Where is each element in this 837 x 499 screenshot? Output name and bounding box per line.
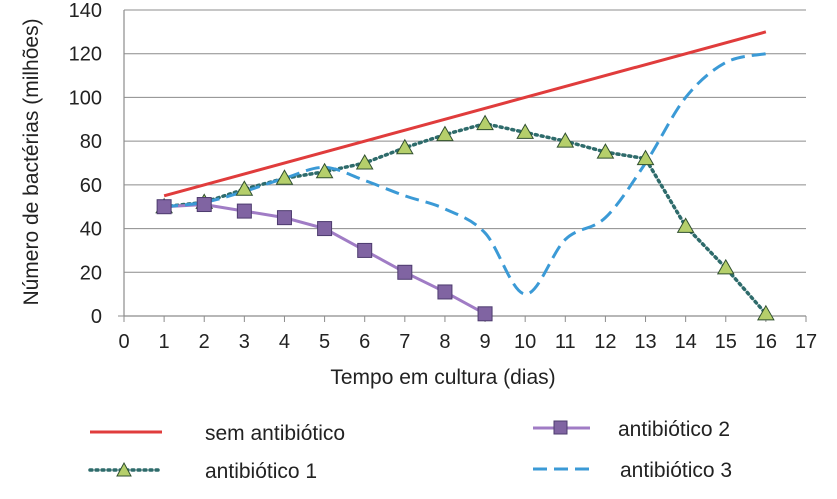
legend-item-antibiotico-1: antibiótico 1 bbox=[88, 460, 317, 483]
data-point-antibiotico-1 bbox=[596, 143, 615, 159]
data-point-antibiotico-2 bbox=[317, 221, 333, 237]
x-tick-label: 16 bbox=[755, 331, 777, 353]
series-line-antibiotico-2 bbox=[164, 203, 486, 316]
gridlines bbox=[124, 9, 806, 273]
y-tick-label: 40 bbox=[80, 219, 102, 241]
data-point-antibiotico-1 bbox=[716, 258, 735, 275]
data-point-antibiotico-2 bbox=[437, 284, 453, 300]
x-axis-label: Tempo em cultura (dias) bbox=[330, 366, 555, 389]
x-tick-label: 8 bbox=[439, 331, 450, 353]
series-layer bbox=[162, 30, 768, 316]
markers-layer bbox=[155, 114, 775, 322]
data-point-antibiotico-1 bbox=[235, 180, 254, 196]
data-point-antibiotico-2 bbox=[357, 242, 373, 258]
legend-triangle-marker bbox=[116, 461, 132, 477]
data-point-antibiotico-2 bbox=[397, 264, 413, 280]
y-tick-labels: 0 20 40 60 80 100 120 140 bbox=[69, 0, 102, 328]
legend-item-antibiotico-2: antibiótico 2 bbox=[533, 418, 730, 441]
x-tick-label: 10 bbox=[514, 331, 536, 353]
x-tick-label: 4 bbox=[279, 331, 290, 353]
data-point-antibiotico-1 bbox=[676, 217, 695, 233]
y-tick-label: 100 bbox=[69, 87, 102, 109]
data-point-antibiotico-2 bbox=[196, 197, 212, 213]
legend-item-antibiotico-3: antibiótico 3 bbox=[533, 459, 732, 482]
x-tick-label: 13 bbox=[634, 331, 656, 353]
x-tick-label: 11 bbox=[555, 331, 576, 353]
legend-item-sem-antibiotico: sem antibiótico bbox=[90, 422, 345, 445]
y-tick-label: 80 bbox=[80, 131, 102, 153]
y-tick-label: 120 bbox=[69, 44, 102, 66]
data-point-antibiotico-2 bbox=[236, 203, 252, 219]
legend: sem antibiótico antibiótico 2 antibiótic… bbox=[88, 418, 732, 483]
x-tick-label: 0 bbox=[118, 331, 129, 353]
y-tick-label: 0 bbox=[91, 306, 102, 328]
x-tick-label: 14 bbox=[675, 331, 697, 353]
data-point-antibiotico-1 bbox=[315, 162, 334, 179]
legend-label-sem-antibiotico: sem antibiótico bbox=[205, 422, 345, 445]
x-tick-label: 15 bbox=[715, 331, 737, 353]
x-tick-label: 3 bbox=[239, 331, 250, 353]
data-point-antibiotico-2 bbox=[156, 199, 172, 215]
legend-square-marker bbox=[553, 420, 568, 435]
data-point-antibiotico-2 bbox=[276, 210, 292, 226]
series-line-sem-antibiotico bbox=[163, 30, 767, 198]
x-tick-label: 12 bbox=[594, 331, 616, 353]
data-point-antibiotico-1 bbox=[516, 123, 535, 139]
x-tick-label: 7 bbox=[399, 331, 410, 353]
data-point-antibiotico-1 bbox=[476, 114, 494, 131]
legend-label-antibiotico-1: antibiótico 1 bbox=[205, 460, 317, 483]
data-point-antibiotico-1 bbox=[636, 149, 655, 166]
data-point-antibiotico-1 bbox=[757, 304, 775, 321]
x-tick-label: 17 bbox=[795, 331, 817, 353]
x-tick-label: 5 bbox=[319, 331, 330, 353]
y-tick-label: 20 bbox=[80, 262, 102, 284]
y-axis-label: Número de bactérias (milhões) bbox=[20, 18, 43, 305]
series-line-antibiotico-1 bbox=[162, 121, 768, 316]
x-tick-labels: 0 1 2 3 4 5 6 7 8 9 10 11 12 13 14 15 16 17 bbox=[118, 331, 817, 353]
y-tick-label: 140 bbox=[69, 0, 102, 22]
legend-label-antibiotico-2: antibiótico 2 bbox=[618, 418, 730, 441]
x-tick-label: 1 bbox=[159, 331, 170, 353]
data-point-antibiotico-1 bbox=[436, 125, 454, 142]
x-tick-label: 2 bbox=[199, 331, 210, 353]
x-tick-label: 9 bbox=[479, 331, 490, 353]
data-point-antibiotico-1 bbox=[355, 153, 374, 170]
axes bbox=[118, 10, 807, 322]
data-point-antibiotico-2 bbox=[477, 306, 493, 322]
series-line-antibiotico-3 bbox=[163, 52, 767, 296]
y-tick-label: 60 bbox=[80, 175, 102, 197]
legend-label-antibiotico-3: antibiótico 3 bbox=[620, 459, 732, 482]
data-point-antibiotico-1 bbox=[395, 138, 414, 155]
data-point-antibiotico-1 bbox=[556, 132, 575, 148]
x-tick-label: 6 bbox=[359, 331, 370, 353]
data-point-antibiotico-1 bbox=[275, 169, 294, 185]
